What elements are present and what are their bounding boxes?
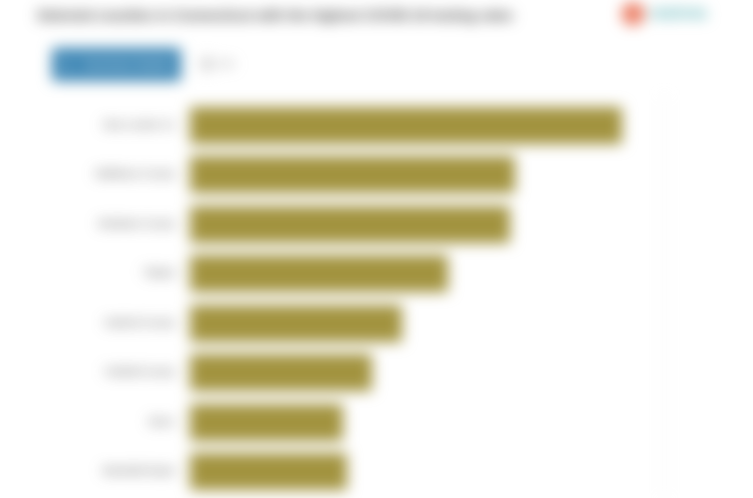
svg-text:s: s <box>630 8 637 22</box>
